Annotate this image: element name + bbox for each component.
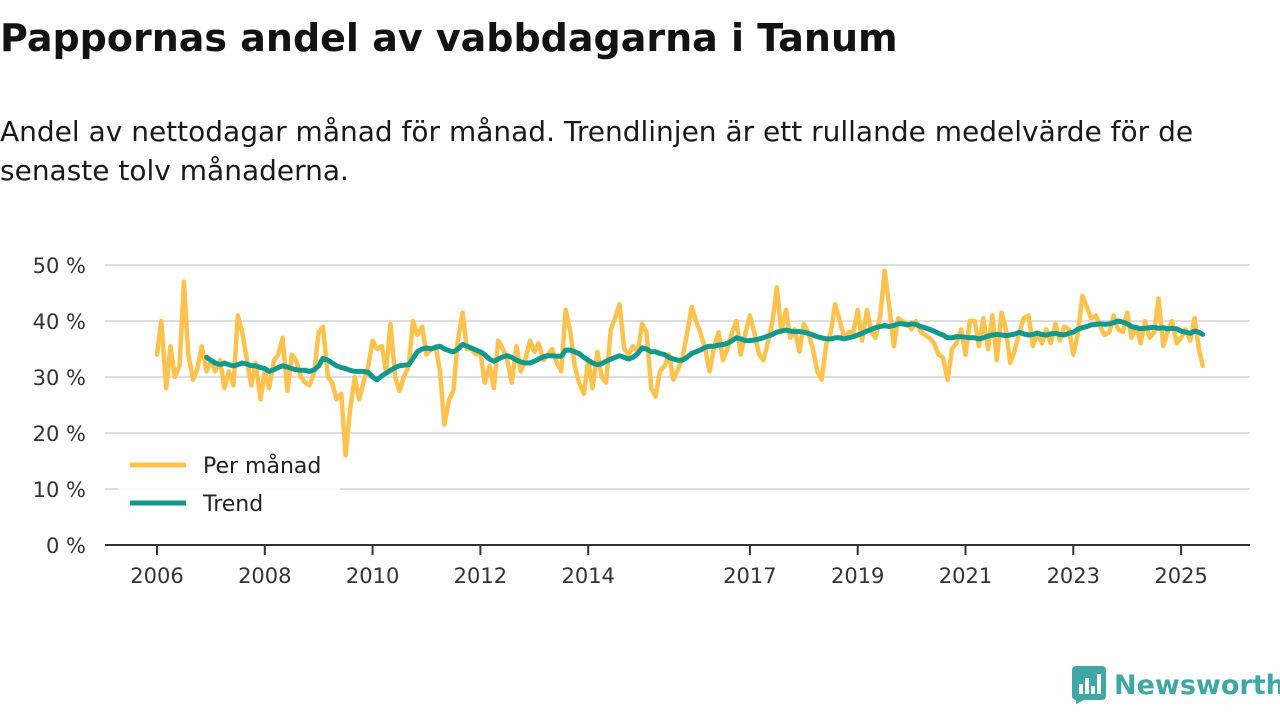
series-line-trend xyxy=(204,318,1206,383)
grid-lines xyxy=(105,264,1250,490)
y-tick-label: 10 % xyxy=(33,478,86,502)
legend-label: Trend xyxy=(202,492,263,517)
y-axis-labels: 0 % 10 % 20 % 30 % 40 % 50 % xyxy=(33,254,86,558)
x-tick-label: 2010 xyxy=(346,564,399,588)
y-tick-label: 0 % xyxy=(46,534,86,558)
x-tick-label: 2006 xyxy=(130,564,183,588)
x-tick-label: 2025 xyxy=(1154,564,1207,588)
x-tick-label: 2012 xyxy=(454,564,507,588)
y-tick-label: 20 % xyxy=(33,422,86,446)
x-tick-label: 2023 xyxy=(1047,564,1100,588)
series-layer xyxy=(154,268,1206,458)
chart-subtitle: Andel av nettodagar månad för månad. Tre… xyxy=(0,115,1194,187)
newsworthy-brand-name: Newsworthy xyxy=(1114,669,1280,701)
x-axis: 2006 2008 2010 2012 2014 2017 2019 2021 2023 2025 xyxy=(105,544,1250,588)
legend: Per månad Trend xyxy=(118,445,340,523)
x-tick-label: 2021 xyxy=(939,564,992,588)
x-tick-label: 2017 xyxy=(723,564,776,588)
x-tick-label: 2019 xyxy=(831,564,884,588)
chart-title: Pappornas andel av vabbdagarna i Tanum xyxy=(0,16,898,60)
x-tick-label: 2014 xyxy=(561,564,614,588)
y-tick-label: 40 % xyxy=(33,310,86,334)
newsworthy-logo: Newsworthy xyxy=(1072,664,1280,706)
series-line-per-manad xyxy=(154,268,1205,458)
legend-label: Per månad xyxy=(203,453,321,479)
legend-background xyxy=(118,445,340,523)
x-tick-label: 2008 xyxy=(238,564,291,588)
y-tick-label: 30 % xyxy=(33,366,86,390)
newsworthy-logo-icon xyxy=(1072,666,1106,704)
y-tick-label: 50 % xyxy=(33,254,86,278)
